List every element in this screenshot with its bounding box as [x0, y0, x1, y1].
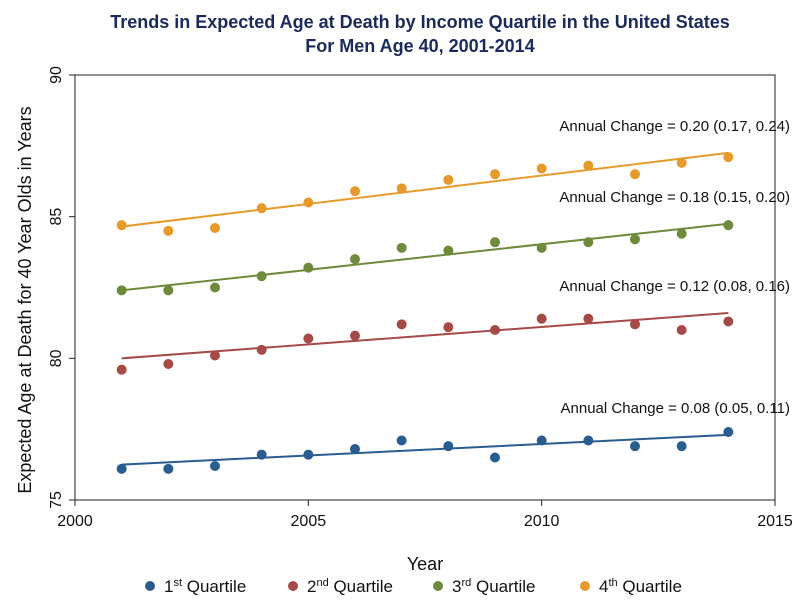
point-q1	[630, 441, 640, 452]
x-tick-label: 2010	[524, 513, 560, 530]
point-q2	[210, 350, 220, 361]
point-q4	[583, 160, 594, 171]
legend-marker	[580, 581, 590, 591]
point-q2	[303, 333, 314, 344]
point-q3	[163, 285, 174, 296]
point-q2	[396, 319, 407, 330]
y-tick-label: 75	[48, 491, 65, 509]
legend-marker	[433, 581, 443, 591]
annotation-q1: Annual Change = 0.08 (0.05, 0.11)	[561, 400, 790, 417]
point-q4	[443, 174, 454, 185]
chart-title: Trends in Expected Age at Death by Incom…	[110, 12, 729, 32]
point-q3	[350, 254, 360, 265]
x-tick-label: 2005	[291, 513, 327, 530]
point-q2	[350, 330, 360, 341]
legend-label: 3rd Quartile	[452, 577, 536, 596]
point-q1	[490, 452, 500, 463]
point-q1	[396, 435, 407, 446]
point-q2	[630, 319, 640, 330]
point-q1	[443, 441, 454, 452]
point-q1	[350, 444, 360, 454]
annotation-q2: Annual Change = 0.12 (0.08, 0.16)	[559, 278, 790, 295]
point-q2	[163, 359, 174, 369]
point-q4	[163, 225, 174, 236]
point-q2	[723, 316, 734, 327]
legend-marker	[145, 581, 155, 591]
fit-line-q2	[121, 312, 729, 360]
legend-item-q2: 2nd Quartile	[288, 577, 393, 596]
point-q2	[490, 325, 500, 335]
point-q3	[210, 282, 220, 293]
point-q4	[396, 183, 407, 194]
annotation-q3: Annual Change = 0.18 (0.15, 0.20)	[559, 189, 790, 206]
legend-label: 4th Quartile	[599, 577, 682, 596]
data-points	[116, 152, 734, 474]
point-q2	[676, 325, 687, 335]
x-axis-label: Year	[407, 554, 443, 574]
point-q4	[303, 197, 314, 208]
point-q4	[630, 169, 640, 180]
legend-item-q3: 3rd Quartile	[433, 577, 536, 596]
point-q4	[116, 220, 127, 231]
point-q2	[583, 313, 594, 324]
point-q1	[116, 463, 127, 474]
legend: 1st Quartile 2nd Quartile 3rd Quartile 4th …	[145, 577, 682, 596]
point-q1	[303, 449, 314, 460]
point-q2	[116, 364, 127, 375]
fit-lines	[121, 151, 729, 466]
x-tick-label: 2000	[57, 513, 93, 530]
point-q4	[350, 186, 360, 197]
legend-item-q4: 4th Quartile	[580, 577, 682, 596]
legend-label: 2nd Quartile	[307, 577, 393, 596]
annotation-q4: Annual Change = 0.20 (0.17, 0.24)	[559, 118, 790, 135]
point-q3	[116, 285, 127, 296]
point-q4	[676, 157, 687, 168]
y-tick-label: 90	[48, 66, 65, 84]
point-q4	[536, 163, 547, 174]
point-q3	[536, 242, 547, 253]
point-q2	[443, 322, 454, 333]
point-q3	[723, 220, 734, 231]
point-q3	[676, 228, 687, 239]
plot-frame	[74, 74, 776, 501]
point-q3	[583, 237, 594, 248]
legend-marker	[288, 581, 298, 591]
point-q4	[256, 203, 267, 214]
point-q3	[630, 234, 640, 245]
x-tick-label: 2015	[757, 513, 793, 530]
point-q1	[723, 427, 734, 437]
point-q4	[490, 169, 500, 180]
y-tick-label: 85	[48, 208, 65, 226]
point-q1	[676, 441, 687, 452]
point-q3	[443, 245, 454, 256]
y-tick-label: 80	[48, 349, 65, 367]
point-q2	[256, 344, 267, 355]
point-q1	[536, 435, 547, 446]
chart-subtitle: For Men Age 40, 2001-2014	[305, 36, 534, 56]
y-axis: 75 80 85 90	[48, 66, 75, 509]
fit-line-q3	[121, 222, 729, 292]
point-q4	[210, 223, 220, 233]
point-q1	[583, 435, 594, 446]
point-q1	[163, 463, 174, 474]
point-q1	[256, 449, 267, 460]
point-q3	[303, 262, 314, 273]
fit-line-q1	[121, 433, 729, 466]
point-q3	[396, 242, 407, 253]
point-q4	[723, 152, 734, 163]
point-q3	[256, 271, 267, 282]
point-q1	[210, 461, 220, 471]
legend-item-q1: 1st Quartile	[145, 577, 246, 596]
point-q2	[536, 313, 547, 324]
x-axis: 2000 2005 2010 2015	[57, 500, 793, 530]
fit-line-q4	[121, 151, 729, 228]
annotations: Annual Change = 0.08 (0.05, 0.11) Annual …	[559, 118, 790, 417]
legend-label: 1st Quartile	[164, 577, 246, 596]
y-axis-label: Expected Age at Death for 40 Year Olds i…	[15, 106, 35, 493]
point-q3	[490, 237, 500, 248]
